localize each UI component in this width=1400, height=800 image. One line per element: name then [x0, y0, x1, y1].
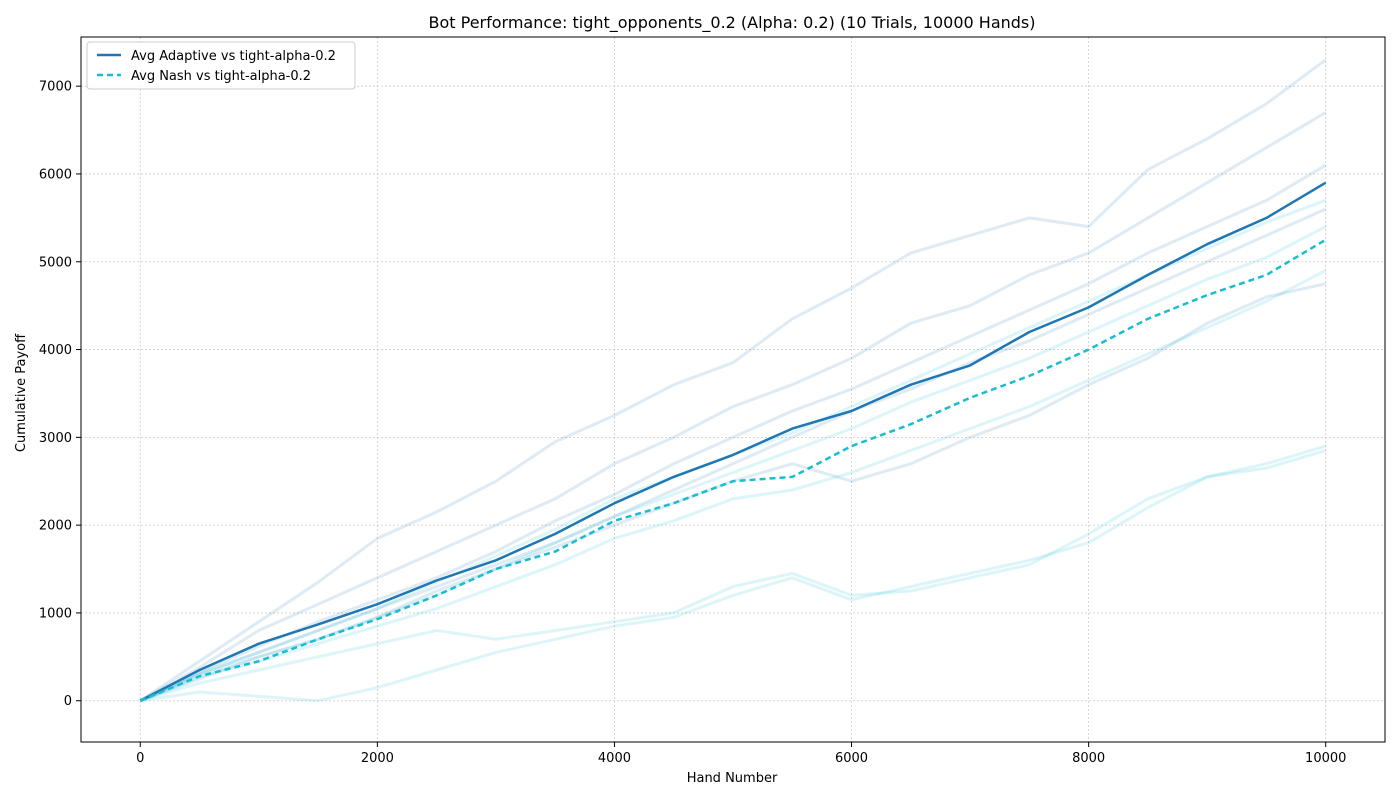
legend-label-adaptive: Avg Adaptive vs tight-alpha-0.2 [131, 49, 336, 64]
y-tick-label: 7000 [39, 80, 72, 95]
trial-line-nash-5 [139, 449, 1327, 703]
trial-line-adaptive-2 [139, 163, 1327, 703]
y-tick-label: 1000 [39, 606, 72, 621]
trial-line-adaptive-3 [139, 207, 1327, 703]
x-tick-label: 10000 [1305, 751, 1346, 766]
y-tick-label: 0 [64, 694, 72, 709]
x-tick-label: 8000 [1072, 751, 1105, 766]
x-axis-ticks: 0 2000 4000 6000 8000 10000 [136, 742, 1346, 766]
y-tick-label: 6000 [39, 167, 72, 182]
x-axis-label: Hand Number [687, 771, 778, 786]
legend: Avg Adaptive vs tight-alpha-0.2 Avg Nash… [86, 41, 356, 90]
average-lines [139, 181, 1327, 702]
y-axis-label: Cumulative Payoff [14, 333, 29, 452]
legend-box [86, 41, 356, 90]
trial-line-nash-7 [139, 225, 1327, 703]
y-tick-label: 5000 [39, 255, 72, 270]
y-axis-ticks: 0 1000 2000 3000 4000 5000 6000 7000 [39, 80, 81, 709]
y-tick-label: 2000 [39, 519, 72, 534]
series-line-nash [139, 238, 1327, 702]
plot-area-frame [80, 36, 1386, 743]
series-line-adaptive [139, 181, 1327, 702]
chart-title: Bot Performance: tight_opponents_0.2 (Al… [428, 13, 1035, 33]
x-tick-label: 6000 [835, 751, 868, 766]
trial-line-adaptive-0 [139, 58, 1327, 702]
y-tick-label: 3000 [39, 431, 72, 446]
y-tick-label: 4000 [39, 343, 72, 358]
trial-line-adaptive-1 [139, 111, 1327, 703]
trial-line-nash-6 [140, 444, 1327, 703]
x-tick-label: 2000 [361, 751, 394, 766]
trial-line-nash-8 [139, 269, 1327, 703]
x-tick-label: 0 [136, 751, 144, 766]
legend-label-nash: Avg Nash vs tight-alpha-0.2 [131, 69, 311, 84]
x-tick-label: 4000 [598, 751, 631, 766]
